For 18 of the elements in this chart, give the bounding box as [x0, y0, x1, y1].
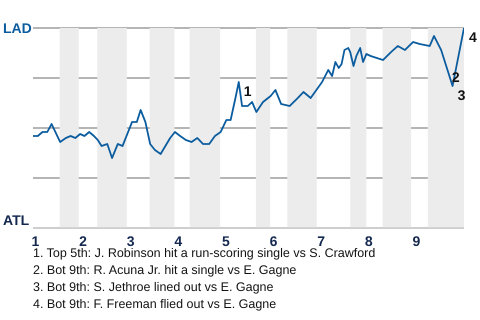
- text: ATL: [3, 212, 30, 228]
- x-tick-label: 1: [31, 232, 40, 249]
- x-tick-label: 3: [126, 232, 135, 249]
- x-tick-label: 4: [174, 232, 182, 249]
- annotation: 4: [469, 28, 477, 45]
- x-tick-label: 9: [412, 232, 420, 249]
- x-tick-label: 7: [317, 232, 326, 249]
- text: LAD: [3, 20, 32, 36]
- x-tick-label: 6: [270, 232, 278, 249]
- x-tick-label: 5: [222, 232, 230, 249]
- text: 2. Bot 9th: R. Acuna Jr. hit a single vs E. Gagne: [33, 262, 298, 279]
- text: 1. Top 5th: J. Robinson hit a run-scoring single vs S. Crawford: [33, 246, 376, 262]
- annotation: 1: [244, 82, 252, 99]
- x-tick-label: 2: [79, 232, 88, 249]
- text: 3. Bot 9th: S. Jethroe lined out vs E. Gagne: [33, 279, 274, 296]
- text: 4. Bot 9th: F. Freeman flied out vs E. Gagne: [33, 296, 278, 313]
- annotation: 3: [458, 86, 466, 103]
- x-tick-label: 8: [364, 232, 373, 249]
